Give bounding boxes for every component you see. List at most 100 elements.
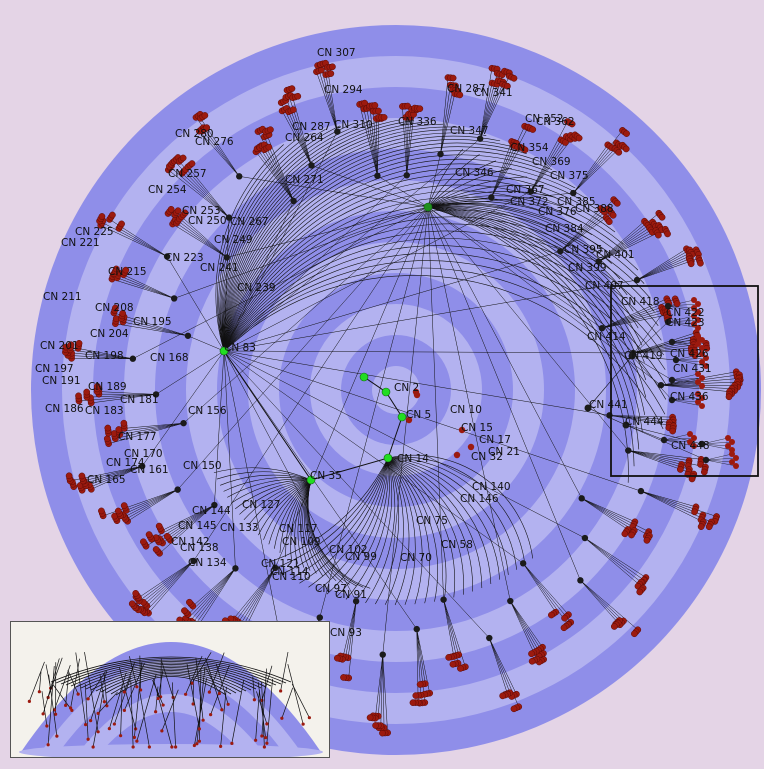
leaf-node[interactable]	[677, 466, 683, 472]
leaf-node[interactable]	[548, 612, 554, 618]
leaf-node[interactable]	[623, 131, 629, 137]
branch-node[interactable]	[669, 377, 675, 383]
branch-node[interactable]	[290, 198, 296, 204]
leaf-node[interactable]	[99, 213, 105, 219]
branch-node[interactable]	[171, 295, 177, 301]
branch-node[interactable]	[507, 598, 513, 604]
leaf-node[interactable]	[530, 126, 536, 132]
leaf-node[interactable]	[561, 615, 567, 621]
leaf-node[interactable]	[631, 631, 637, 637]
branch-node[interactable]	[437, 151, 443, 157]
leaf-node[interactable]	[289, 85, 295, 91]
branch-node[interactable]	[130, 356, 136, 362]
branch-node[interactable]	[236, 173, 242, 179]
branch-node[interactable]	[669, 339, 675, 345]
leaf-node[interactable]	[340, 674, 346, 680]
branch-node[interactable]	[579, 495, 585, 501]
leaf-node[interactable]	[644, 537, 650, 543]
branch-node[interactable]	[440, 596, 446, 602]
branch-node[interactable]	[224, 254, 230, 260]
leaf-node[interactable]	[417, 106, 423, 112]
leaf-node[interactable]	[670, 428, 676, 434]
leaf-node[interactable]	[697, 260, 703, 266]
leaf-node[interactable]	[115, 508, 121, 514]
leaf-node[interactable]	[266, 144, 272, 150]
leaf-node[interactable]	[410, 700, 416, 706]
leaf-node[interactable]	[146, 531, 152, 537]
leaf-node[interactable]	[413, 692, 419, 698]
leaf-node[interactable]	[373, 722, 379, 728]
leaf-node[interactable]	[381, 114, 387, 120]
branch-node[interactable]	[317, 614, 323, 620]
leaf-node[interactable]	[121, 502, 127, 508]
leaf-node[interactable]	[133, 590, 139, 596]
leaf-node[interactable]	[372, 102, 378, 108]
leaf-node[interactable]	[622, 531, 628, 537]
leaf-node[interactable]	[655, 232, 661, 238]
leaf-node[interactable]	[186, 599, 192, 605]
branch-node[interactable]	[380, 651, 386, 657]
leaf-node[interactable]	[140, 539, 146, 545]
leaf-node[interactable]	[379, 730, 385, 736]
branch-node[interactable]	[488, 194, 494, 200]
leaf-node[interactable]	[175, 208, 181, 214]
leaf-node[interactable]	[290, 107, 296, 113]
leaf-node[interactable]	[606, 219, 612, 225]
branch-node[interactable]	[232, 565, 238, 571]
branch-node[interactable]	[625, 447, 631, 453]
leaf-node[interactable]	[189, 160, 195, 166]
leaf-node[interactable]	[500, 693, 506, 699]
leaf-node[interactable]	[98, 508, 104, 514]
branch-node[interactable]	[557, 248, 563, 254]
leaf-node[interactable]	[153, 546, 159, 552]
leaf-node[interactable]	[104, 436, 110, 442]
leaf-node[interactable]	[623, 146, 629, 152]
leaf-node[interactable]	[726, 394, 732, 400]
branch-node[interactable]	[703, 457, 709, 463]
leaf-node[interactable]	[688, 261, 694, 267]
hub-node[interactable]	[360, 373, 368, 381]
branch-node[interactable]	[638, 488, 644, 494]
branch-node[interactable]	[374, 173, 380, 179]
leaf-node[interactable]	[121, 420, 127, 426]
leaf-node[interactable]	[267, 127, 273, 133]
leaf-node[interactable]	[699, 403, 705, 409]
leaf-node[interactable]	[328, 71, 334, 77]
leaf-node[interactable]	[529, 658, 535, 664]
branch-node[interactable]	[520, 560, 526, 566]
leaf-node[interactable]	[367, 715, 373, 721]
leaf-node[interactable]	[334, 655, 340, 661]
leaf-node[interactable]	[202, 112, 208, 118]
branch-node[interactable]	[634, 277, 640, 283]
branch-node[interactable]	[180, 420, 186, 426]
branch-node[interactable]	[658, 382, 664, 388]
leaf-node[interactable]	[733, 463, 739, 469]
leaf-node[interactable]	[706, 524, 712, 530]
hub-node[interactable]	[384, 454, 392, 462]
branch-node[interactable]	[308, 162, 314, 168]
leaf-node[interactable]	[528, 651, 534, 657]
hub-node[interactable]	[398, 413, 406, 421]
leaf-node[interactable]	[129, 601, 135, 607]
branch-node[interactable]	[661, 437, 667, 443]
leaf-node[interactable]	[614, 200, 620, 206]
leaf-node[interactable]	[118, 221, 124, 227]
leaf-node[interactable]	[698, 524, 704, 530]
leaf-node[interactable]	[75, 393, 81, 399]
leaf-node[interactable]	[576, 135, 582, 141]
branch-node[interactable]	[174, 486, 180, 492]
leaf-node[interactable]	[691, 509, 697, 515]
leaf-node[interactable]	[511, 75, 517, 81]
leaf-node[interactable]	[637, 589, 643, 595]
leaf-node[interactable]	[450, 661, 456, 667]
leaf-node[interactable]	[156, 523, 162, 529]
branch-node[interactable]	[414, 626, 420, 632]
leaf-node[interactable]	[164, 533, 170, 539]
leaf-node[interactable]	[674, 301, 680, 307]
hub-node[interactable]	[424, 203, 432, 211]
branch-node[interactable]	[404, 172, 410, 178]
leaf-node[interactable]	[417, 681, 423, 687]
leaf-node[interactable]	[66, 473, 72, 479]
hemisphere-overview-inset[interactable]	[10, 621, 330, 758]
